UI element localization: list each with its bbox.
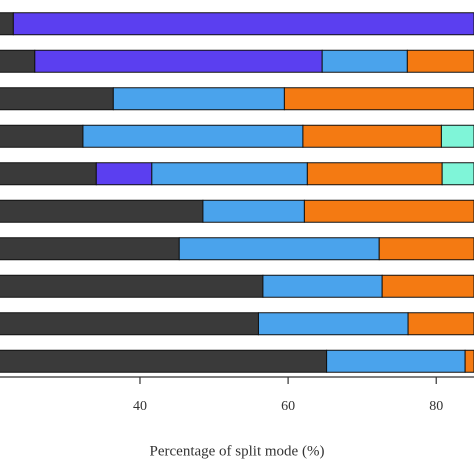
bars [0,12,474,373]
bar-segment [262,274,383,298]
bar-segment [302,124,442,148]
bar-segment [0,162,97,186]
bar-segment [381,274,474,298]
bar-segment [0,274,264,298]
bar-segment [34,49,323,73]
bar-segment [95,162,153,186]
bar-segment [12,12,474,36]
x-axis-label: Percentage of split mode (%) [150,443,325,459]
bar-segment [0,49,36,73]
bar-segment [151,162,308,186]
bar-segment [326,349,466,373]
bar-segment [464,349,474,373]
bar-segment [178,237,380,261]
x-tick-label: 40 [133,399,147,414]
bar-segment [0,87,114,111]
bar-segment [0,237,180,261]
bar-segment [112,87,285,111]
bar-segment [0,349,328,373]
bar-segment [306,162,443,186]
bar-segment [406,49,474,73]
bar-segment [321,49,408,73]
bar-segment [303,199,474,223]
bar-segment [82,124,304,148]
x-tick-label: 60 [281,399,295,414]
bar-segment [0,199,204,223]
bar-segment [378,237,474,261]
bar-segment [283,87,474,111]
bar-segment [202,199,305,223]
bar-segment [440,124,474,148]
bar-segment [0,12,14,36]
x-tick-label: 80 [429,399,443,414]
bar-segment [0,124,84,148]
bar-segment [441,162,474,186]
bar-segment [407,312,474,336]
bar-segment [0,312,259,336]
bar-segment [257,312,409,336]
